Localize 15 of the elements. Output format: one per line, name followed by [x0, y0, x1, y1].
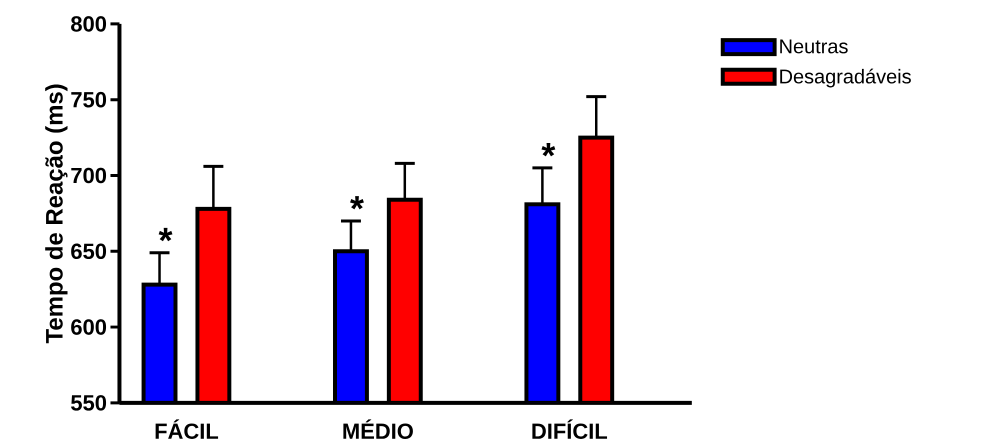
y-tick-label: 800	[71, 16, 106, 32]
legend-label: Desagradáveis	[780, 68, 911, 88]
x-tick-label: MÉDIO	[343, 419, 413, 440]
legend-label: Neutras	[780, 40, 848, 54]
annotation: *	[350, 196, 364, 210]
y-tick-label: 650	[71, 244, 106, 260]
y-tick-label: 550	[71, 395, 106, 411]
y-tick-label: 700	[71, 168, 106, 184]
y-axis-title: Tempo de Reação (ms)	[45, 84, 68, 344]
x-tick-label: DIFÍCIL	[532, 419, 608, 440]
x-tick-label: FÁCIL	[156, 419, 218, 440]
annotation: *	[158, 228, 172, 242]
y-tick-label: 600	[71, 319, 106, 335]
y-tick-label: 750	[71, 92, 106, 108]
annotation: *	[541, 143, 556, 157]
